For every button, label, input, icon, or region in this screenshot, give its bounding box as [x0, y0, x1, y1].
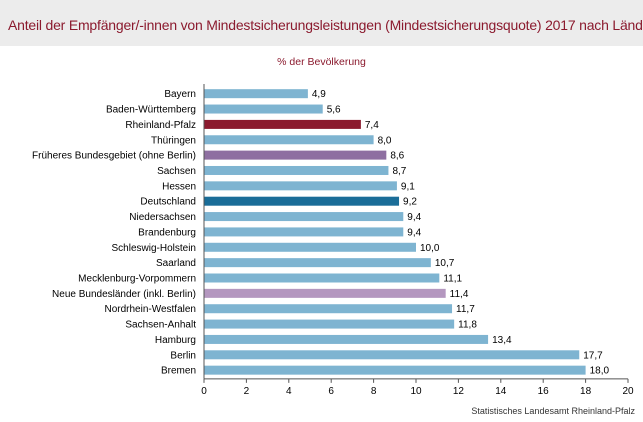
bar: [204, 288, 446, 298]
category-label: Saarland: [156, 258, 196, 269]
chart-subtitle: % der Bevölkerung: [277, 56, 366, 68]
value-label: 4,9: [312, 89, 326, 100]
bar: [204, 365, 586, 375]
value-label: 9,2: [403, 197, 417, 208]
bar: [204, 181, 397, 191]
x-tick-label: 10: [410, 386, 422, 397]
bars-group: Bayern 4,9 Baden-Württemberg 5,6 Rheinland-P…: [32, 89, 610, 377]
x-tick-label: 18: [580, 386, 592, 397]
bar: [204, 212, 404, 222]
category-label: Deutschland: [140, 197, 196, 208]
x-tick-label: 20: [622, 386, 634, 397]
bar: [204, 135, 374, 145]
x-tick-label: 16: [538, 386, 550, 397]
value-label: 9,4: [407, 212, 421, 223]
category-label: Bayern: [164, 89, 196, 100]
bar: [204, 273, 440, 283]
value-label: 11,4: [450, 289, 469, 300]
value-label: 9,4: [407, 227, 421, 238]
category-label: Früheres Bundesgebiet (ohne Berlin): [32, 151, 196, 162]
value-label: 9,1: [401, 181, 415, 192]
x-axis: 0 2 4 6 8 10 12 14 16 18 20: [201, 84, 634, 397]
category-label: Berlin: [170, 350, 196, 361]
bar: [204, 350, 580, 360]
value-label: 11,1: [443, 274, 462, 285]
value-label: 11,7: [456, 304, 475, 315]
bar: [204, 150, 387, 160]
value-label: 10,0: [420, 243, 440, 254]
x-tick-label: 6: [328, 386, 334, 397]
category-label: Mecklenburg-Vorpommern: [78, 274, 196, 285]
bar: [204, 165, 389, 175]
category-label: Thüringen: [151, 135, 196, 146]
category-label: Hamburg: [155, 335, 196, 346]
x-tick-label: 14: [495, 386, 507, 397]
value-label: 7,4: [365, 120, 379, 131]
category-label: Neue Bundesländer (inkl. Berlin): [52, 289, 196, 300]
value-label: 18,0: [590, 366, 610, 377]
title-bar: Anteil der Empfänger/-innen von Mindests…: [0, 0, 643, 46]
bar: [204, 119, 361, 129]
bar: [204, 104, 323, 114]
bar: [204, 196, 400, 206]
x-tick-label: 12: [453, 386, 465, 397]
value-label: 5,6: [327, 105, 341, 116]
category-label: Sachsen-Anhalt: [125, 320, 196, 331]
category-label: Schleswig-Holstein: [112, 243, 196, 254]
value-label: 10,7: [435, 258, 455, 269]
x-tick-label: 8: [371, 386, 377, 397]
x-tick-label: 4: [286, 386, 292, 397]
value-label: 17,7: [583, 350, 603, 361]
value-label: 11,8: [458, 320, 477, 331]
value-label: 8,6: [390, 151, 404, 162]
source-note: Statistisches Landesamt Rheinland-Pfalz: [471, 406, 635, 416]
category-label: Sachsen: [157, 166, 196, 177]
category-label: Nordrhein-Westfalen: [104, 304, 196, 315]
category-label: Baden-Württemberg: [106, 105, 196, 116]
category-label: Brandenburg: [138, 227, 196, 238]
x-tick-label: 2: [244, 386, 250, 397]
bar: [204, 258, 431, 268]
bar: [204, 89, 308, 99]
category-label: Hessen: [162, 181, 196, 192]
bar: [204, 319, 455, 329]
category-label: Bremen: [161, 366, 196, 377]
value-label: 8,7: [392, 166, 406, 177]
category-label: Rheinland-Pfalz: [125, 120, 196, 131]
bar: [204, 242, 416, 252]
bar: [204, 304, 453, 314]
bar: [204, 334, 489, 344]
x-tick-label: 0: [201, 386, 207, 397]
chart-title: Anteil der Empfänger/-innen von Mindests…: [8, 17, 643, 33]
value-label: 8,0: [378, 135, 392, 146]
category-label: Niedersachsen: [129, 212, 196, 223]
value-label: 13,4: [492, 335, 512, 346]
bar: [204, 227, 404, 237]
